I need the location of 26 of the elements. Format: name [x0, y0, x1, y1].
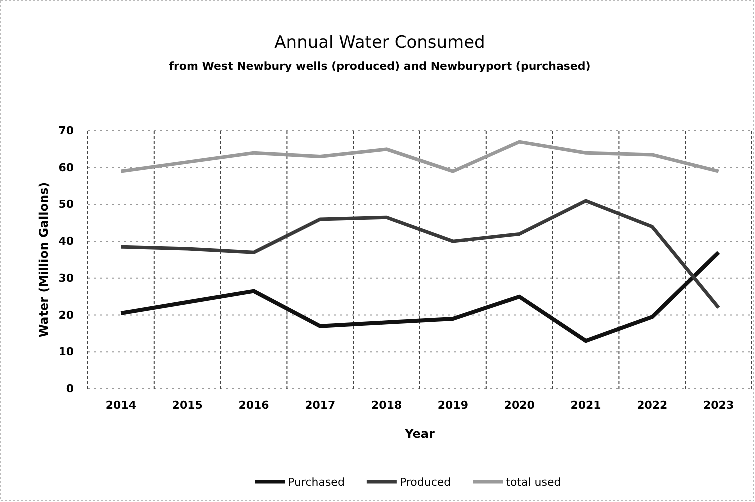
y-tick-label: 70 [58, 124, 74, 138]
x-tick-label: 2015 [172, 398, 203, 412]
x-tick-label: 2017 [305, 398, 336, 412]
legend-label: Purchased [288, 476, 345, 489]
x-tick-label: 2019 [438, 398, 469, 412]
y-tick-label: 60 [58, 161, 74, 174]
x-tick-label: 2022 [637, 398, 668, 412]
x-tick-label: 2016 [238, 398, 270, 412]
y-tick-label: 20 [58, 308, 74, 322]
x-tick-label: 2014 [106, 398, 137, 412]
x-tick-label: 2021 [570, 398, 602, 412]
y-tick-label: 30 [58, 272, 74, 285]
legend-label: total used [506, 476, 562, 489]
legend-label: Produced [400, 476, 452, 489]
x-tick-label: 2023 [703, 398, 734, 412]
line-series [119, 250, 721, 344]
y-axis-title: Water (Million Gallons) [37, 182, 51, 338]
x-tick-label: 2018 [371, 398, 402, 412]
y-tick-label: 40 [58, 235, 74, 248]
chart-title: Annual Water Consumed [274, 33, 486, 53]
chart-subtitle: from West Newbury wells (produced) and Newburyport (purchased) [169, 60, 591, 73]
x-axis-title: Year [404, 427, 435, 441]
y-tick-label: 50 [58, 198, 74, 212]
y-tick-label: 0 [66, 382, 74, 396]
x-tick-label: 2020 [504, 398, 536, 412]
y-tick-label: 10 [58, 346, 74, 359]
